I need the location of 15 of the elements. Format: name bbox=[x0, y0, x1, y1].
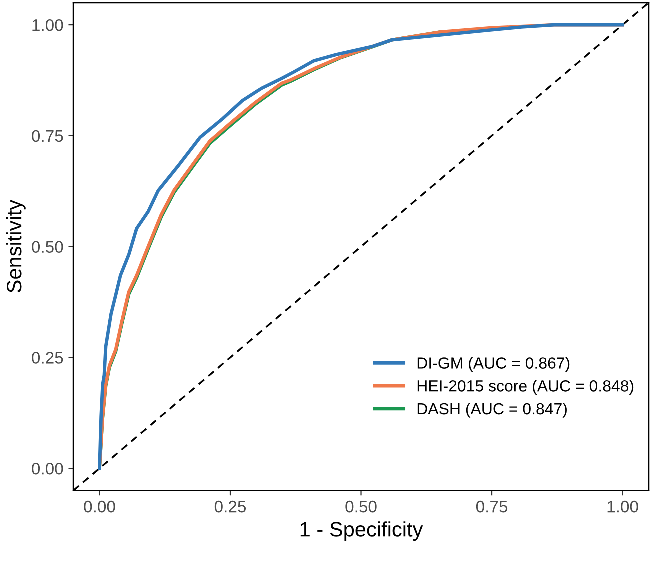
x-tick-label: 0.50 bbox=[346, 500, 377, 513]
y-tick-label: 0.25 bbox=[32, 352, 64, 364]
y-tick-label: 0.50 bbox=[32, 241, 64, 254]
x-tick-label: 0.00 bbox=[84, 500, 116, 513]
y-tick-label: 0.00 bbox=[32, 462, 64, 475]
x-tick-label: 0.75 bbox=[476, 500, 508, 513]
x-tick-label: 0.25 bbox=[214, 500, 246, 513]
x-tick-label: 1.00 bbox=[608, 500, 638, 513]
y-tick-label: 1.00 bbox=[32, 19, 64, 32]
legend-label: DASH (AUC = 0.847) bbox=[418, 402, 567, 418]
y-axis-title: Sensitivity bbox=[6, 200, 26, 293]
legend-label: DI-GM (AUC = 0.867) bbox=[418, 357, 570, 372]
legend-label: HEI-2015 score (AUC = 0.848) bbox=[418, 380, 634, 395]
y-tick-label: 0.75 bbox=[32, 130, 64, 142]
x-axis-title: 1 - Specificity bbox=[300, 522, 424, 542]
